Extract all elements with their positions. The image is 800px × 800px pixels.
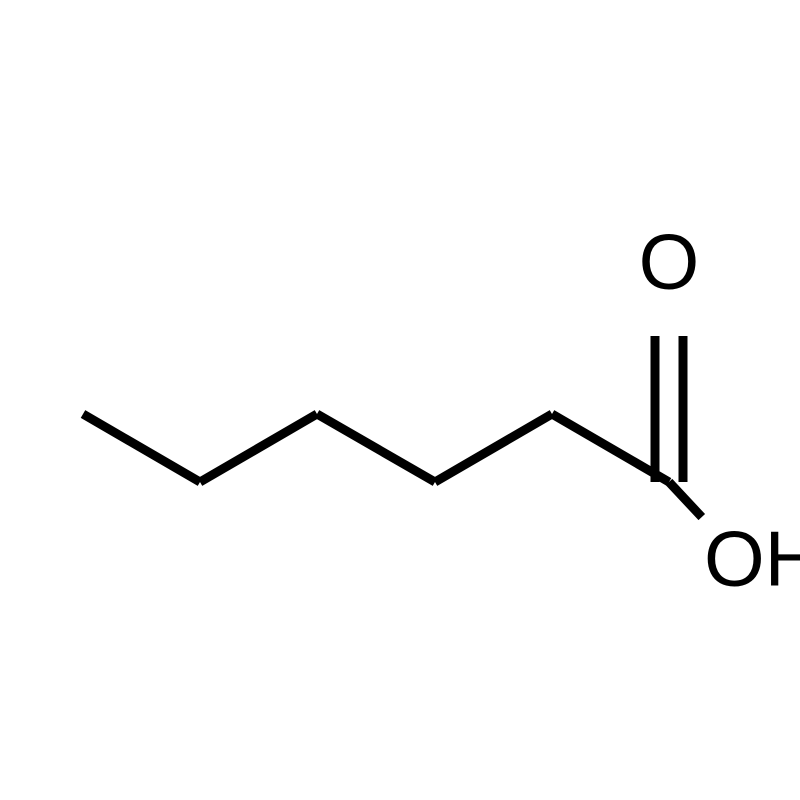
molecule-diagram: O OH <box>0 0 800 800</box>
atom-label: O <box>639 218 700 306</box>
atom-label: OH <box>704 515 800 603</box>
